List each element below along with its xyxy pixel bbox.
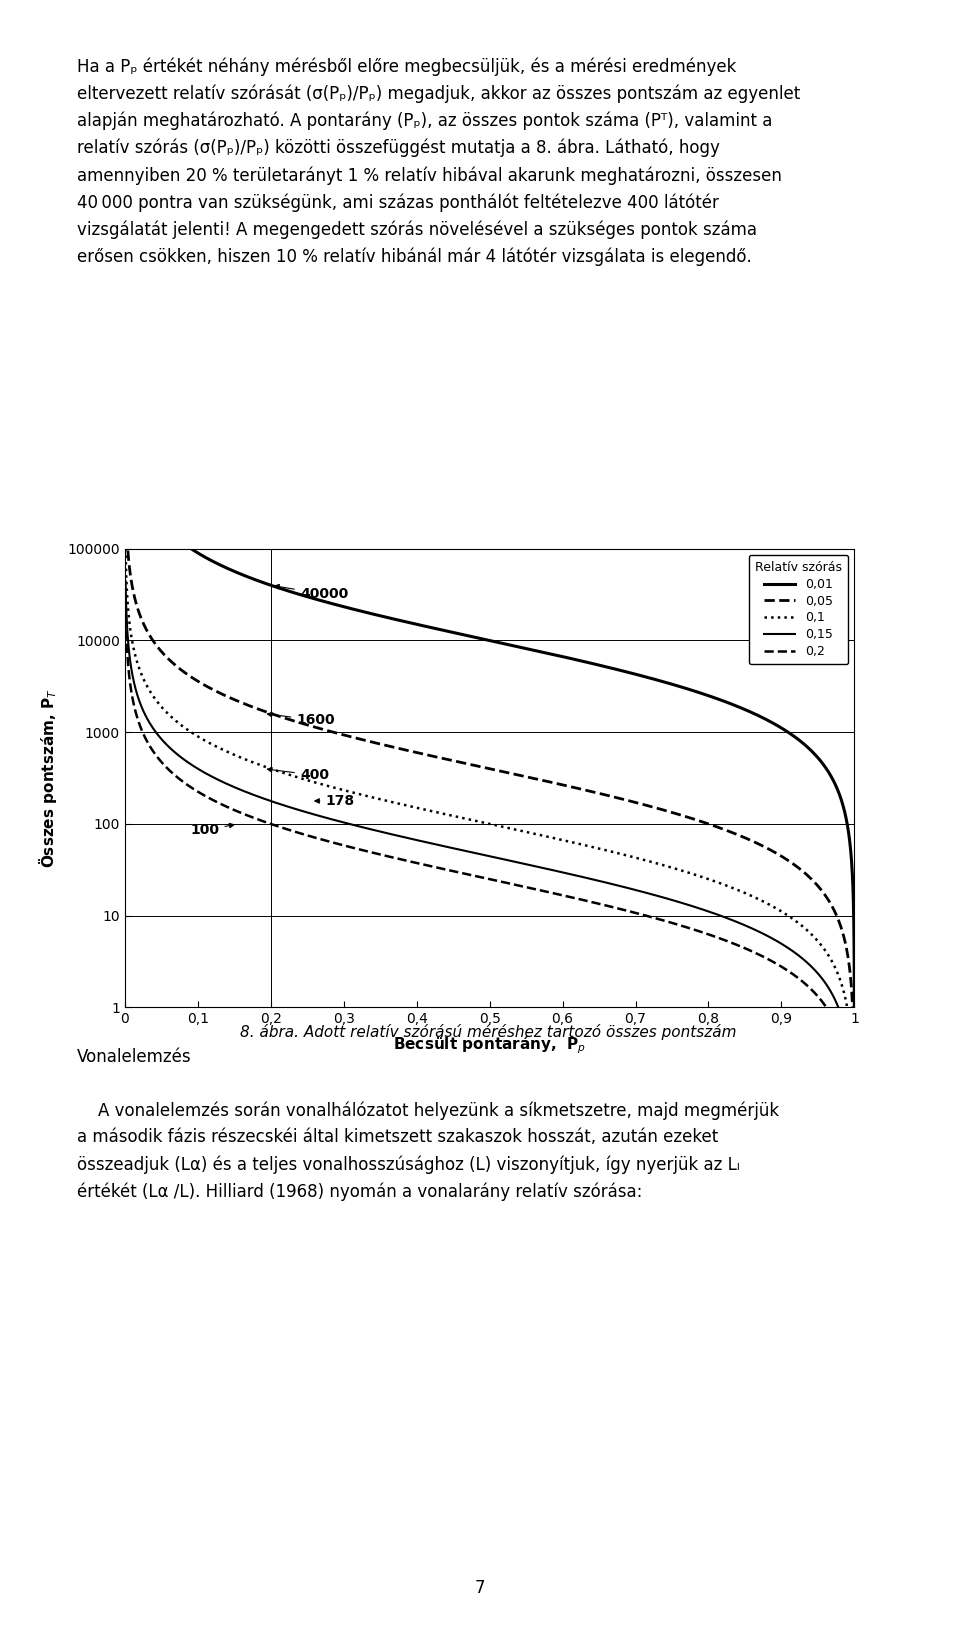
Legend: 0,01, 0,05, 0,1, 0,15, 0,2: 0,01, 0,05, 0,1, 0,15, 0,2 [749, 555, 848, 665]
Y-axis label: Összes pontszám, P$_T$: Összes pontszám, P$_T$ [37, 688, 59, 868]
Text: 100: 100 [190, 824, 234, 837]
Text: 8. ábra. Adott relatív szórású méréshez tartozó összes pontszám: 8. ábra. Adott relatív szórású méréshez … [240, 1024, 736, 1040]
Text: 7: 7 [475, 1579, 485, 1597]
X-axis label: Becsült pontarány,  P$_p$: Becsült pontarány, P$_p$ [393, 1035, 587, 1057]
Text: 1600: 1600 [268, 713, 335, 727]
Text: Vonalelemzés

    A vonalelemzés során vonalhálózatot helyezünk a síkmetszetre, : Vonalelemzés A vonalelemzés során vonalh… [77, 1048, 779, 1201]
Text: 40000: 40000 [275, 585, 348, 601]
Text: 178: 178 [315, 794, 354, 808]
Text: 400: 400 [268, 768, 329, 783]
Text: Ha a Pₚ értékét néhány mérésből előre megbecsüljük, és a mérési eredmények
elter: Ha a Pₚ értékét néhány mérésből előre me… [77, 57, 800, 267]
